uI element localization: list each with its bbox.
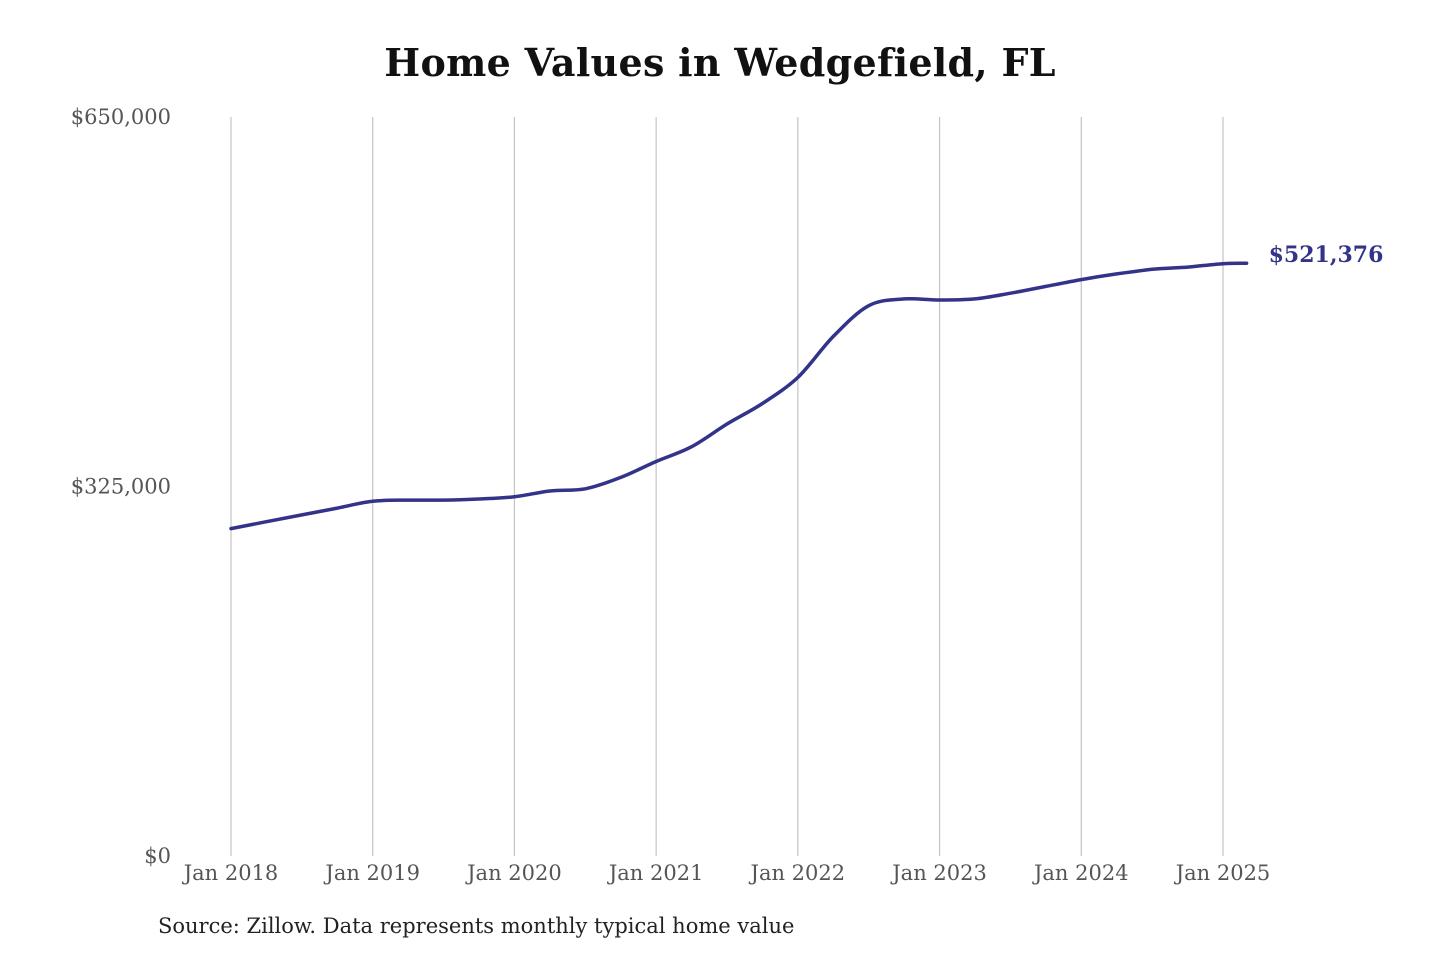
chart-title: Home Values in Wedgefield, FL — [384, 40, 1056, 85]
y-tick-label: $0 — [144, 844, 171, 868]
x-tick-label: Jan 2024 — [1032, 861, 1129, 885]
end-value-label: $521,376 — [1269, 242, 1384, 268]
x-tick-label: Jan 2021 — [607, 861, 704, 885]
y-axis-ticks: $0 $325,000 $650,000 — [71, 105, 171, 868]
x-tick-label: Jan 2020 — [465, 861, 562, 885]
x-tick-label: Jan 2018 — [182, 861, 279, 885]
gridlines — [230, 117, 1224, 856]
x-axis-ticks: Jan 2018 Jan 2019 Jan 2020 Jan 2021 Jan 2022… — [182, 861, 1271, 885]
y-tick-label: $650,000 — [71, 105, 171, 129]
x-tick-label: Jan 2022 — [749, 861, 846, 885]
source-note: Source: Zillow. Data represents monthly … — [158, 914, 795, 938]
x-tick-label: Jan 2025 — [1174, 861, 1271, 885]
series — [229, 261, 1249, 531]
series-line-0 — [229, 261, 1249, 531]
x-tick-label: Jan 2023 — [890, 861, 987, 885]
x-tick-label: Jan 2019 — [323, 861, 420, 885]
y-tick-label: $325,000 — [71, 475, 171, 499]
